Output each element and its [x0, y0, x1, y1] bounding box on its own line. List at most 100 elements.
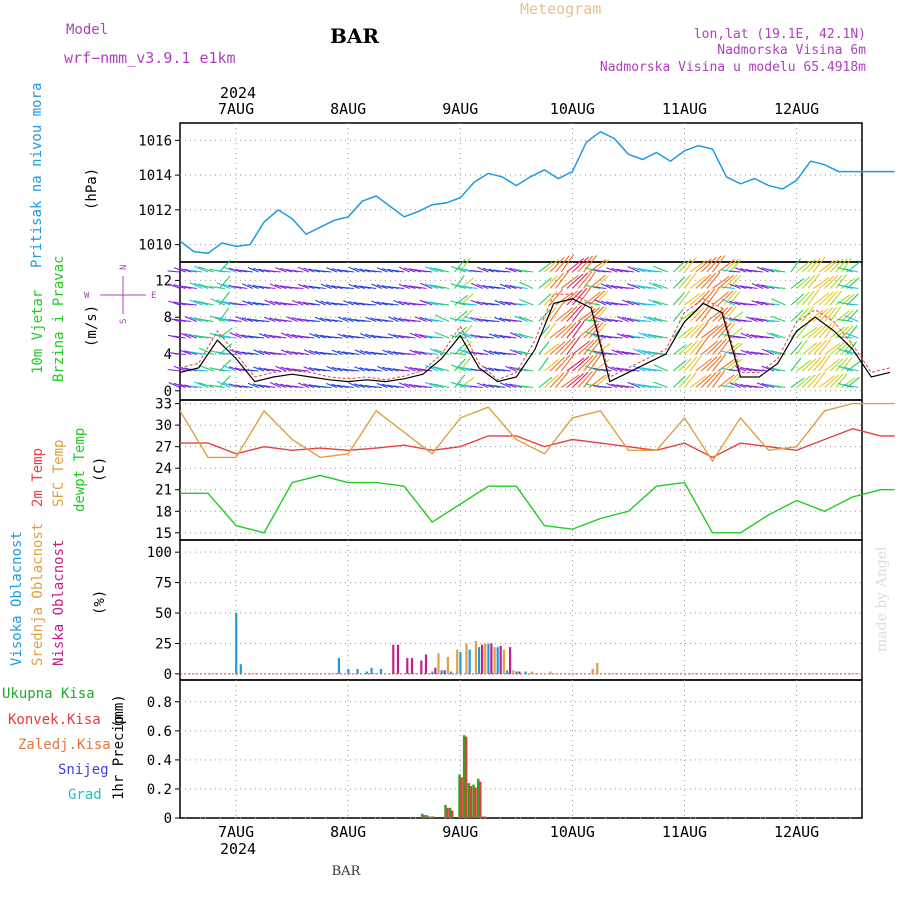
wind-arrow: [470, 385, 483, 389]
wind-arrow: [365, 350, 377, 356]
wind-arrow: [222, 382, 237, 389]
cloud-bar: [481, 644, 484, 674]
wind-arrow: [337, 367, 349, 372]
wind-arrow: [419, 282, 433, 290]
cloud-bar: [524, 671, 527, 674]
wind-arrow: [746, 316, 758, 323]
wind-arrow: [647, 368, 663, 372]
precip-bar: [458, 774, 461, 818]
wind-arrow: [509, 349, 523, 356]
wind-arrow: [398, 266, 411, 273]
wind-arrow: [555, 255, 570, 273]
ytick-label: 4: [164, 347, 172, 363]
wind-arrow: [594, 306, 608, 322]
wind-arrow: [543, 322, 556, 339]
wind-arrow: [308, 268, 321, 273]
wind-arrow: [263, 385, 276, 389]
wind-arrow: [269, 317, 282, 323]
wind-arrow: [454, 342, 467, 355]
wind-arrow: [616, 302, 629, 306]
wind-arrow: [470, 334, 483, 339]
wind-arrow: [745, 350, 758, 356]
wind-arrow: [513, 302, 528, 306]
wind-arrow: [642, 285, 657, 290]
wind-arrow: [297, 266, 310, 273]
wind-arrow: [280, 319, 293, 323]
wind-arrow: [538, 341, 550, 355]
elevation-text: Nadmorska Visina 6m: [717, 43, 866, 58]
wind-arrow: [631, 335, 646, 339]
wind-arrow: [584, 365, 601, 372]
wind-arrow: [184, 333, 198, 339]
wind-arrow: [183, 285, 197, 290]
wind-arrow: [514, 332, 528, 339]
wind-arrow: [728, 275, 741, 289]
wind-arrow: [642, 350, 657, 356]
xtick-label-top: 10AUG: [550, 100, 595, 118]
wind-arrow: [454, 259, 466, 273]
wind-arrow: [627, 300, 640, 306]
wind-arrow: [364, 286, 377, 290]
wind-arrow: [252, 336, 265, 339]
wind-arrow: [513, 285, 528, 290]
wind-arrow: [706, 355, 722, 372]
year-top: 2024: [220, 84, 256, 102]
cloud-bar: [379, 669, 383, 674]
cloud-bar: [512, 670, 515, 674]
wind-arrow: [404, 365, 416, 372]
wind-arrow: [482, 383, 495, 389]
wind-arrow: [309, 332, 321, 339]
wind-arrow: [263, 333, 276, 339]
wind-arrow: [653, 364, 668, 372]
wind-arrow: [514, 349, 528, 356]
wind-arrow: [514, 315, 528, 323]
wind-arrow: [370, 317, 382, 323]
wind-ylabel: 10m Vjetar: [30, 290, 46, 374]
wind-arrow: [348, 300, 360, 306]
wind-arrow: [241, 334, 254, 339]
wind-arrow: [297, 300, 310, 306]
wind-arrow: [740, 366, 752, 372]
wind-arrow: [325, 301, 338, 306]
ytick-label: 30: [155, 418, 172, 434]
wind-arrow: [168, 300, 181, 306]
wind-arrow: [370, 385, 382, 389]
xtick-label-bottom: 12AUG: [774, 823, 819, 841]
cloud-bar: [420, 660, 423, 674]
wind-arrow: [387, 302, 399, 306]
wind-arrow: [745, 286, 758, 290]
temp-line-2: [180, 474, 895, 534]
wind-arrow: [499, 270, 511, 273]
wind-arrow: [560, 337, 576, 355]
cloud-bar: [365, 671, 368, 674]
cloud-bar: [459, 652, 462, 674]
watermark: made by Angel: [874, 546, 890, 652]
wind-arrow: [470, 316, 483, 323]
wind-arrow: [844, 332, 859, 339]
wind-arrow: [457, 348, 472, 356]
wind-arrow: [584, 301, 601, 306]
station-title: BAR: [330, 24, 379, 48]
wind-arrow: [459, 356, 472, 372]
wind-arrow: [560, 374, 580, 388]
wind-arrow: [280, 349, 293, 356]
wind-arrow: [700, 272, 717, 289]
wind-arrow: [689, 307, 705, 322]
wind-arrow: [381, 383, 394, 389]
wind-arrow: [354, 383, 366, 389]
wind-arrow: [846, 293, 859, 306]
wind-arrow: [359, 319, 371, 323]
wind-arrow: [343, 317, 354, 323]
wind-arrow: [167, 317, 181, 323]
wind-arrow: [835, 341, 849, 355]
wind-arrow: [723, 274, 738, 289]
wind-arrow: [482, 284, 495, 290]
wind-arrow: [331, 336, 343, 339]
wind-arrow: [488, 367, 500, 372]
cloud-bar: [493, 647, 496, 674]
wind-arrow: [428, 335, 444, 339]
wind-arrow: [593, 350, 607, 356]
wind-arrow: [844, 366, 859, 372]
wind-arrow: [577, 339, 595, 355]
wind-arrow: [555, 339, 572, 355]
